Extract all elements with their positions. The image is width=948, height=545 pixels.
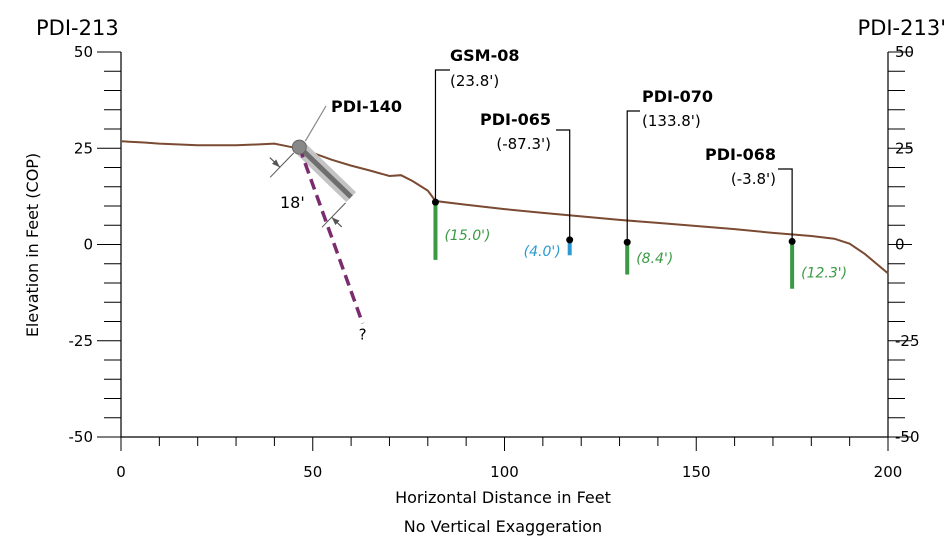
well-name-label: PDI-068 [705,145,776,164]
well-depth-label: (4.0') [524,244,561,260]
dimension-extension-line [321,202,346,228]
y-tick-label-right: -50 [895,428,920,446]
boring-unknown-end-label: ? [359,325,367,343]
y-tick-label-right: 25 [895,139,914,157]
y-tick-label-right: 50 [895,43,914,61]
well-top-marker [788,237,796,245]
ground-surface-line [120,140,889,275]
well-depth-label: (12.3') [801,265,847,281]
well-leader-line [556,129,571,240]
dimension-arrow-head [272,159,280,168]
well-name-label: PDI-065 [480,110,551,129]
boring-screen-core [297,145,353,199]
x-tick-label: 200 [874,463,903,481]
y-tick-label-left: 50 [74,43,93,61]
section-start-label: PDI-213 [36,16,119,40]
boring-projected-trace [297,146,365,325]
y-axis-title: Elevation in Feet (COP) [23,153,42,337]
x-tick-label: 100 [490,463,519,481]
wells-layer: GSM-08 (23.8') (15.0') PDI-065 (-87.3') (4.0'… [431,46,847,289]
x-tick-label: 150 [682,463,711,481]
well-top-marker [566,236,574,244]
section-end-label: PDI-213' [858,16,946,40]
y-tick-label-left: 25 [74,139,93,157]
y-tick-label-left: -25 [69,332,94,350]
boring-name-leader [304,105,327,142]
well-top-marker [623,238,631,246]
well-top-marker [431,198,439,206]
well-offset-label: (-87.3') [496,135,551,153]
y-tick-label-right: -25 [895,332,920,350]
x-axis-title: Horizontal Distance in Feet [395,488,611,507]
x-axis-note: No Vertical Exaggeration [404,517,602,536]
well-leader-line [626,110,640,243]
boring-name-label: PDI-140 [331,97,402,116]
well-name-label: GSM-08 [450,46,519,65]
well-depth-label: (8.4') [636,251,673,267]
well-offset-label: (23.8') [450,72,499,90]
well-leader-line [434,69,450,203]
axes: 50 50 25 25 0 0 -25 -25 -50 -50 0 50 100 150 200 [69,43,920,481]
angled-boring-layer: ? PDI-140 18' [269,97,402,343]
dimension-arrow-head [331,217,340,225]
y-tick-label-right: 0 [895,236,905,254]
well-name-label: PDI-070 [642,87,713,106]
x-tick-label: 0 [116,463,126,481]
y-tick-label-left: 0 [83,236,93,254]
y-tick-label-left: -50 [69,428,94,446]
boring-collar-marker [291,139,307,155]
well-offset-label: (-3.8') [731,170,776,188]
x-tick-label: 50 [303,463,322,481]
well-offset-label: (133.8') [642,112,701,130]
ground-surface-layer [120,140,889,275]
screen-length-label: 18' [280,193,305,212]
well-depth-label: (15.0') [444,228,490,244]
dimension-extension-line [269,152,295,178]
well-leader-line [778,168,793,242]
